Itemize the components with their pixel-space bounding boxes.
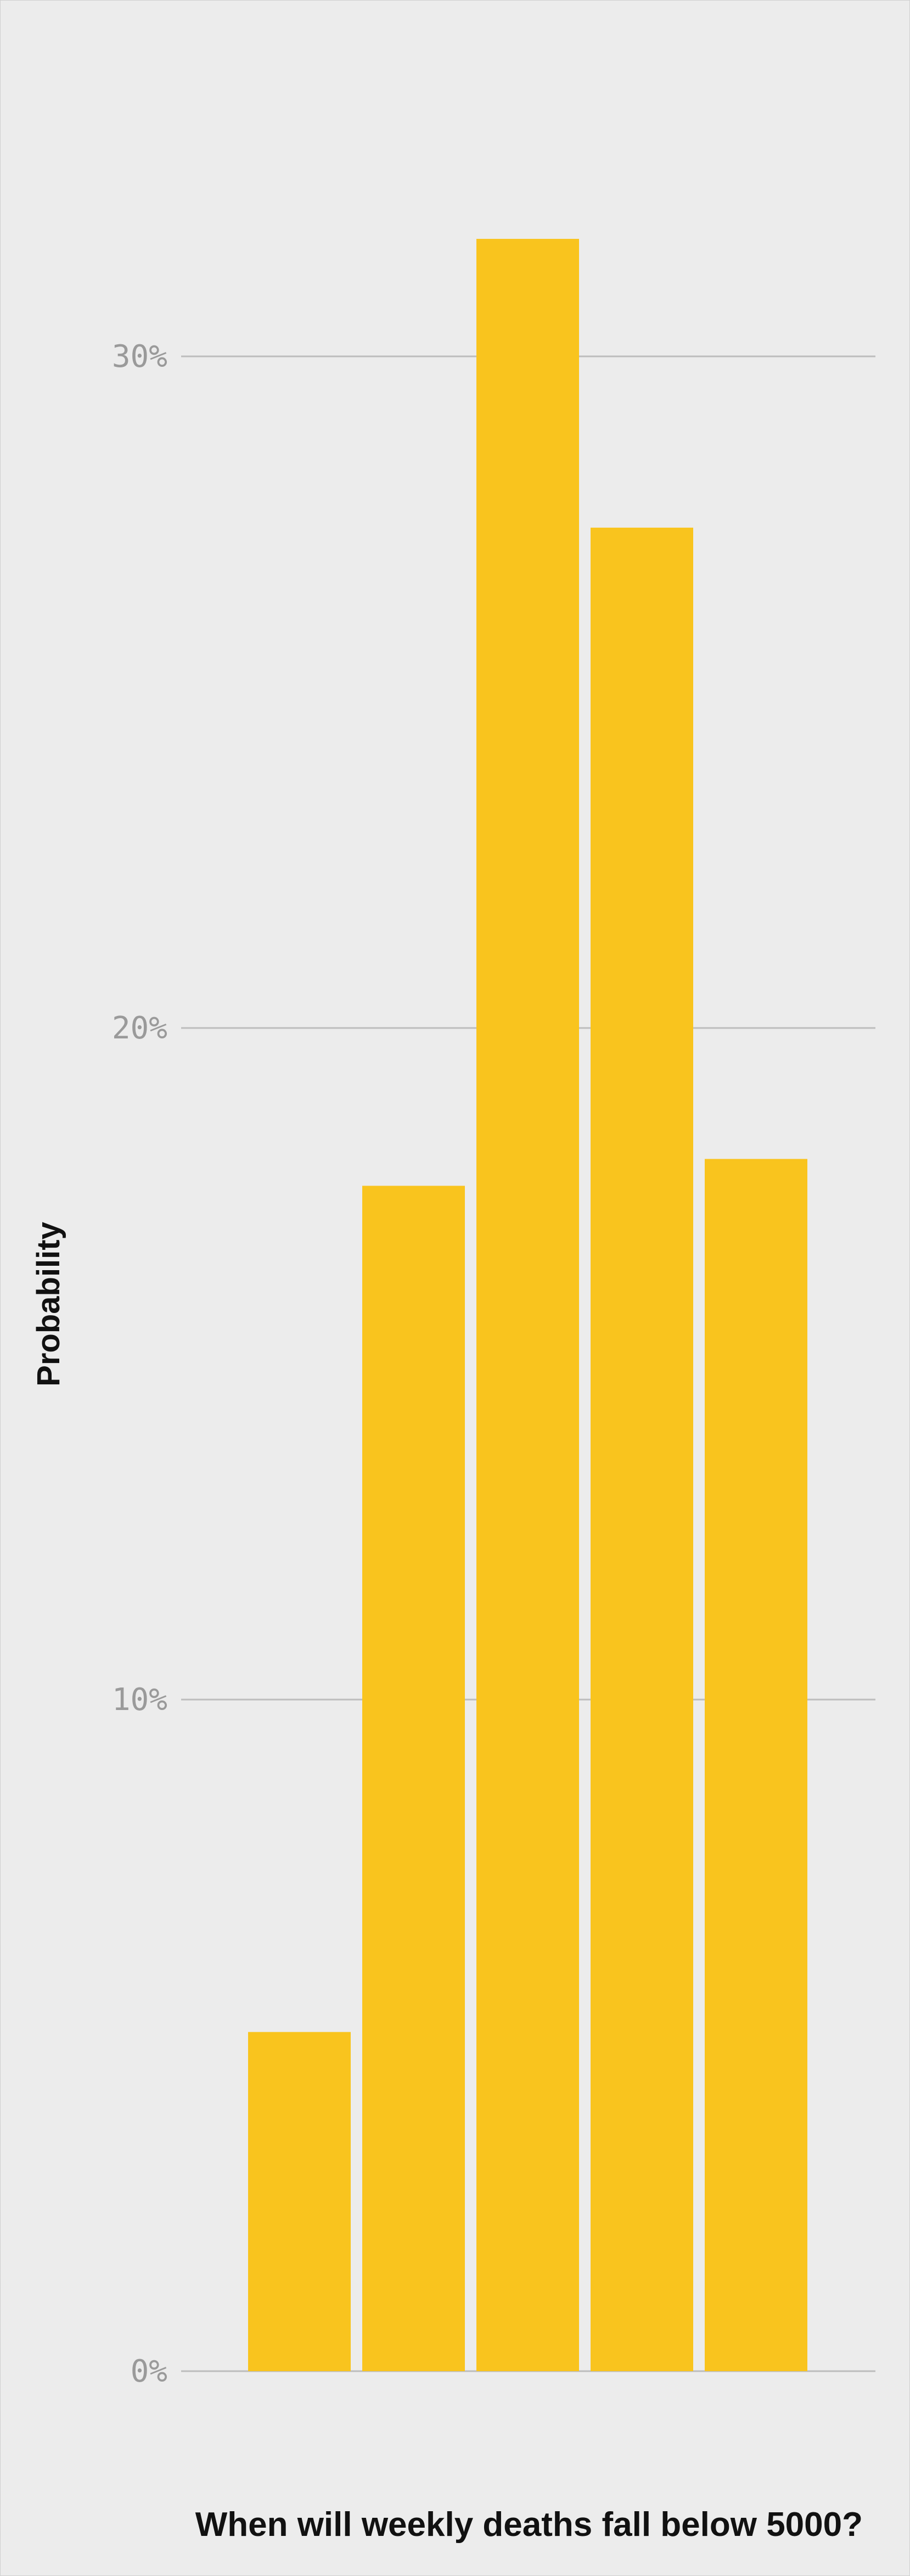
- y-tick-label: 0%: [131, 2354, 167, 2389]
- bar-4: [591, 527, 693, 2371]
- x-axis-title: When will weekly deaths fall below 5000?: [195, 2506, 863, 2544]
- bar-5: [705, 1159, 807, 2371]
- bar-2: [362, 1186, 465, 2371]
- y-axis-title: Probability: [31, 1222, 66, 1387]
- y-tick-label: 20%: [112, 1010, 167, 1046]
- y-tick-label: 30%: [112, 339, 167, 375]
- bars: [248, 238, 807, 2371]
- y-axis-ticks: 0% 10% 20% 30%: [112, 339, 167, 2389]
- bar-1: [248, 2032, 351, 2371]
- bar-3: [476, 238, 579, 2371]
- y-tick-label: 10%: [112, 1682, 167, 1718]
